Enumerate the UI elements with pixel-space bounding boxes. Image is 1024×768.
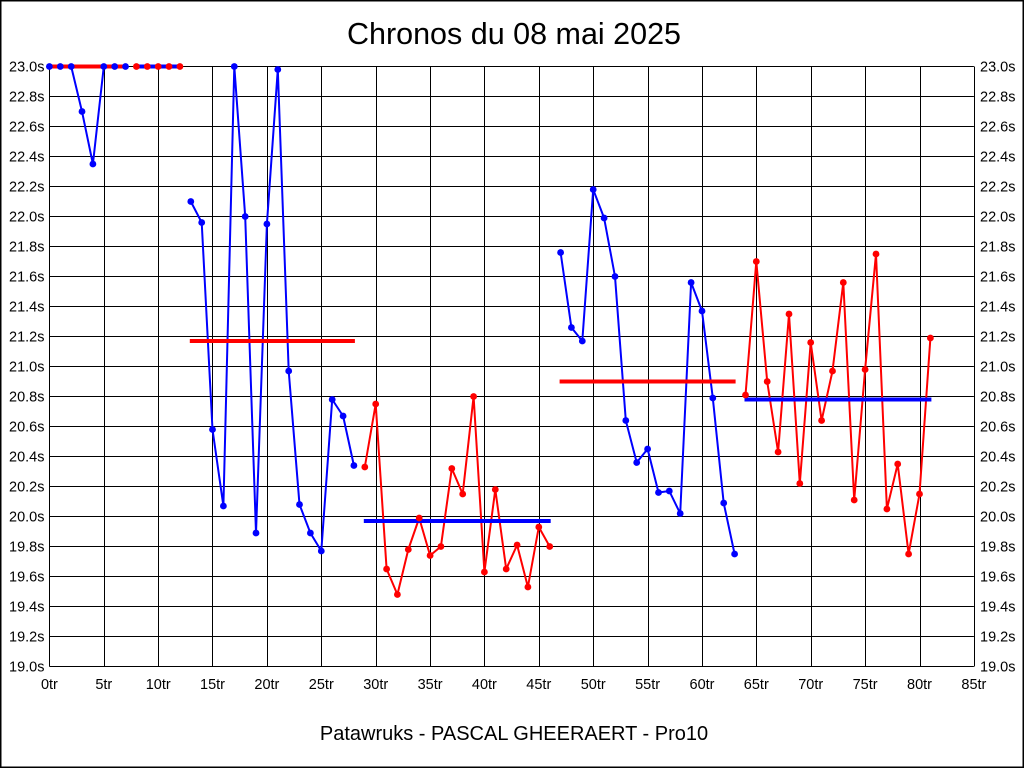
svg-text:60tr: 60tr [690,677,715,693]
svg-text:15tr: 15tr [200,677,225,693]
svg-text:19.6s: 19.6s [980,570,1015,586]
svg-text:22.0s: 22.0s [980,210,1015,226]
svg-text:23.0s: 23.0s [9,60,44,76]
svg-text:22.6s: 22.6s [9,120,44,136]
svg-text:22.0s: 22.0s [9,210,44,226]
svg-text:21.6s: 21.6s [980,270,1015,286]
svg-text:19.6s: 19.6s [9,570,44,586]
svg-text:40tr: 40tr [472,677,497,693]
svg-text:20.4s: 20.4s [9,450,44,466]
svg-text:19.4s: 19.4s [9,600,44,616]
svg-text:30tr: 30tr [363,677,388,693]
svg-text:20.4s: 20.4s [980,450,1015,466]
svg-text:55tr: 55tr [635,677,660,693]
svg-text:5tr: 5tr [95,677,112,693]
svg-text:45tr: 45tr [526,677,551,693]
svg-text:20.0s: 20.0s [9,510,44,526]
svg-text:19.8s: 19.8s [980,540,1015,556]
svg-text:20.2s: 20.2s [980,480,1015,496]
svg-text:20.6s: 20.6s [980,420,1015,436]
svg-text:21.6s: 21.6s [9,270,44,286]
svg-text:75tr: 75tr [853,677,878,693]
svg-text:21.8s: 21.8s [980,240,1015,256]
svg-text:20.8s: 20.8s [980,390,1015,406]
svg-text:Patawruks - PASCAL GHEERAERT -: Patawruks - PASCAL GHEERAERT - Pro10 [320,723,708,745]
svg-text:19.4s: 19.4s [980,600,1015,616]
svg-text:65tr: 65tr [744,677,769,693]
svg-text:19.0s: 19.0s [9,660,44,676]
svg-text:22.2s: 22.2s [980,180,1015,196]
svg-text:22.2s: 22.2s [9,180,44,196]
svg-text:21.0s: 21.0s [980,360,1015,376]
svg-text:0tr: 0tr [41,677,58,693]
svg-text:19.2s: 19.2s [980,630,1015,646]
svg-text:19.8s: 19.8s [9,540,44,556]
svg-text:19.2s: 19.2s [9,630,44,646]
svg-text:21.2s: 21.2s [9,330,44,346]
svg-text:22.4s: 22.4s [980,150,1015,166]
svg-text:Chronos du 08 mai 2025: Chronos du 08 mai 2025 [347,17,681,51]
svg-text:21.4s: 21.4s [9,300,44,316]
svg-text:21.2s: 21.2s [980,330,1015,346]
svg-text:70tr: 70tr [798,677,823,693]
svg-text:21.0s: 21.0s [9,360,44,376]
svg-text:85tr: 85tr [961,677,986,693]
svg-text:80tr: 80tr [907,677,932,693]
svg-text:20.6s: 20.6s [9,420,44,436]
svg-text:22.4s: 22.4s [9,150,44,166]
svg-text:21.8s: 21.8s [9,240,44,256]
svg-text:10tr: 10tr [146,677,171,693]
svg-text:22.6s: 22.6s [980,120,1015,136]
svg-text:25tr: 25tr [309,677,334,693]
svg-text:19.0s: 19.0s [980,660,1015,676]
svg-text:35tr: 35tr [418,677,443,693]
svg-text:22.8s: 22.8s [980,90,1015,106]
svg-text:20tr: 20tr [254,677,279,693]
svg-text:20.8s: 20.8s [9,390,44,406]
svg-text:20.0s: 20.0s [980,510,1015,526]
svg-text:20.2s: 20.2s [9,480,44,496]
svg-text:21.4s: 21.4s [980,300,1015,316]
svg-text:22.8s: 22.8s [9,90,44,106]
svg-text:23.0s: 23.0s [980,60,1015,76]
svg-text:50tr: 50tr [581,677,606,693]
